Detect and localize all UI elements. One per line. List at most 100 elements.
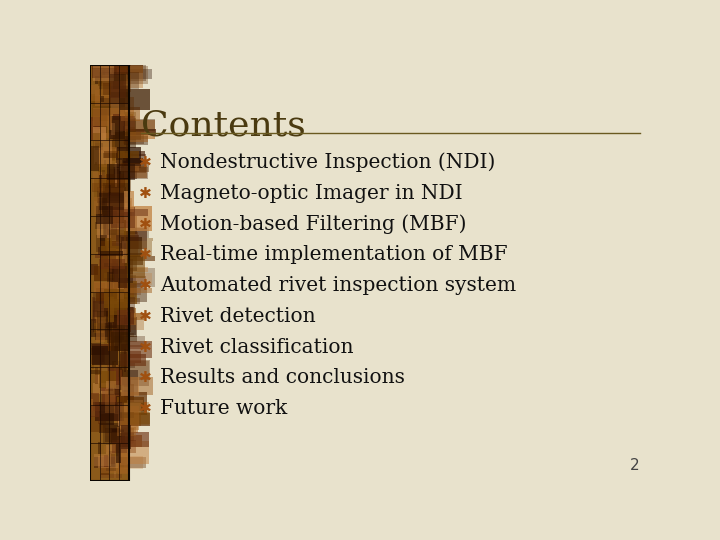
Bar <box>90 117 99 140</box>
Bar <box>110 275 135 299</box>
Bar <box>122 240 126 244</box>
Text: Future work: Future work <box>160 399 287 418</box>
Bar <box>114 312 131 332</box>
Bar <box>91 369 100 374</box>
Bar <box>122 376 153 395</box>
Bar <box>125 151 145 156</box>
Bar <box>93 301 109 318</box>
Bar <box>123 167 148 179</box>
Bar <box>107 248 124 266</box>
Bar <box>95 402 125 421</box>
Bar <box>117 427 136 436</box>
Bar <box>108 367 122 390</box>
Bar <box>120 166 139 172</box>
Bar <box>124 253 143 265</box>
Bar <box>97 316 126 321</box>
Bar <box>104 455 107 467</box>
Bar <box>99 259 125 269</box>
Bar <box>122 369 123 376</box>
Bar <box>99 206 112 212</box>
Bar <box>95 221 113 229</box>
Bar <box>111 332 130 351</box>
Bar <box>94 117 99 129</box>
Bar <box>94 61 114 81</box>
Bar <box>93 109 111 116</box>
Bar <box>90 400 93 407</box>
Bar <box>125 266 130 284</box>
Bar <box>91 319 112 337</box>
Bar <box>121 363 135 368</box>
Bar <box>122 333 134 337</box>
Bar <box>125 313 144 330</box>
Bar <box>99 72 103 95</box>
Bar <box>125 134 128 152</box>
Bar <box>118 361 149 386</box>
Bar <box>109 233 125 241</box>
Bar <box>92 48 104 69</box>
Bar <box>122 157 126 161</box>
Bar <box>122 241 127 264</box>
Bar <box>99 406 127 414</box>
Bar <box>112 429 125 433</box>
Bar <box>103 183 128 203</box>
Bar <box>109 82 126 98</box>
Bar <box>120 352 127 370</box>
Bar <box>126 440 133 444</box>
Bar <box>109 268 132 274</box>
Bar <box>125 238 153 241</box>
Bar <box>119 457 146 468</box>
Bar <box>110 201 131 213</box>
Bar <box>120 296 135 314</box>
Bar <box>102 456 109 475</box>
Bar <box>94 404 119 421</box>
Bar <box>103 133 115 138</box>
Bar <box>97 215 111 238</box>
Bar <box>128 351 140 362</box>
Bar <box>119 447 128 465</box>
Bar <box>98 247 120 255</box>
Text: ✱: ✱ <box>140 309 152 324</box>
Bar <box>122 402 149 426</box>
Bar <box>99 175 119 197</box>
Bar <box>122 432 150 447</box>
Bar <box>125 349 127 372</box>
Bar <box>96 318 105 342</box>
Bar <box>91 146 99 171</box>
Text: 2: 2 <box>630 458 639 473</box>
Bar <box>120 409 131 417</box>
Bar <box>120 116 135 131</box>
Bar <box>120 413 150 426</box>
Text: ✱: ✱ <box>140 186 152 201</box>
Bar <box>125 136 130 142</box>
Bar <box>98 188 124 192</box>
Bar <box>90 65 129 481</box>
Bar <box>112 361 117 367</box>
Bar <box>126 336 145 347</box>
Bar <box>94 457 114 468</box>
Bar <box>92 297 94 321</box>
Bar <box>97 160 122 167</box>
Bar <box>106 381 120 389</box>
Bar <box>104 304 126 316</box>
Bar <box>113 51 129 73</box>
Bar <box>105 429 117 436</box>
Bar <box>95 367 98 384</box>
Bar <box>122 163 149 172</box>
Bar <box>107 456 116 471</box>
Bar <box>122 153 131 159</box>
Bar <box>109 271 113 275</box>
Bar <box>98 442 101 454</box>
Bar <box>105 238 112 246</box>
Bar <box>104 339 110 354</box>
Bar <box>124 136 148 145</box>
Text: ✱: ✱ <box>140 247 152 262</box>
Bar <box>125 276 146 284</box>
Bar <box>99 174 124 185</box>
Bar <box>127 47 131 66</box>
Bar <box>108 193 129 215</box>
Bar <box>120 408 138 433</box>
Bar <box>127 400 143 403</box>
Bar <box>91 118 106 130</box>
Bar <box>100 313 103 323</box>
Bar <box>102 75 131 92</box>
